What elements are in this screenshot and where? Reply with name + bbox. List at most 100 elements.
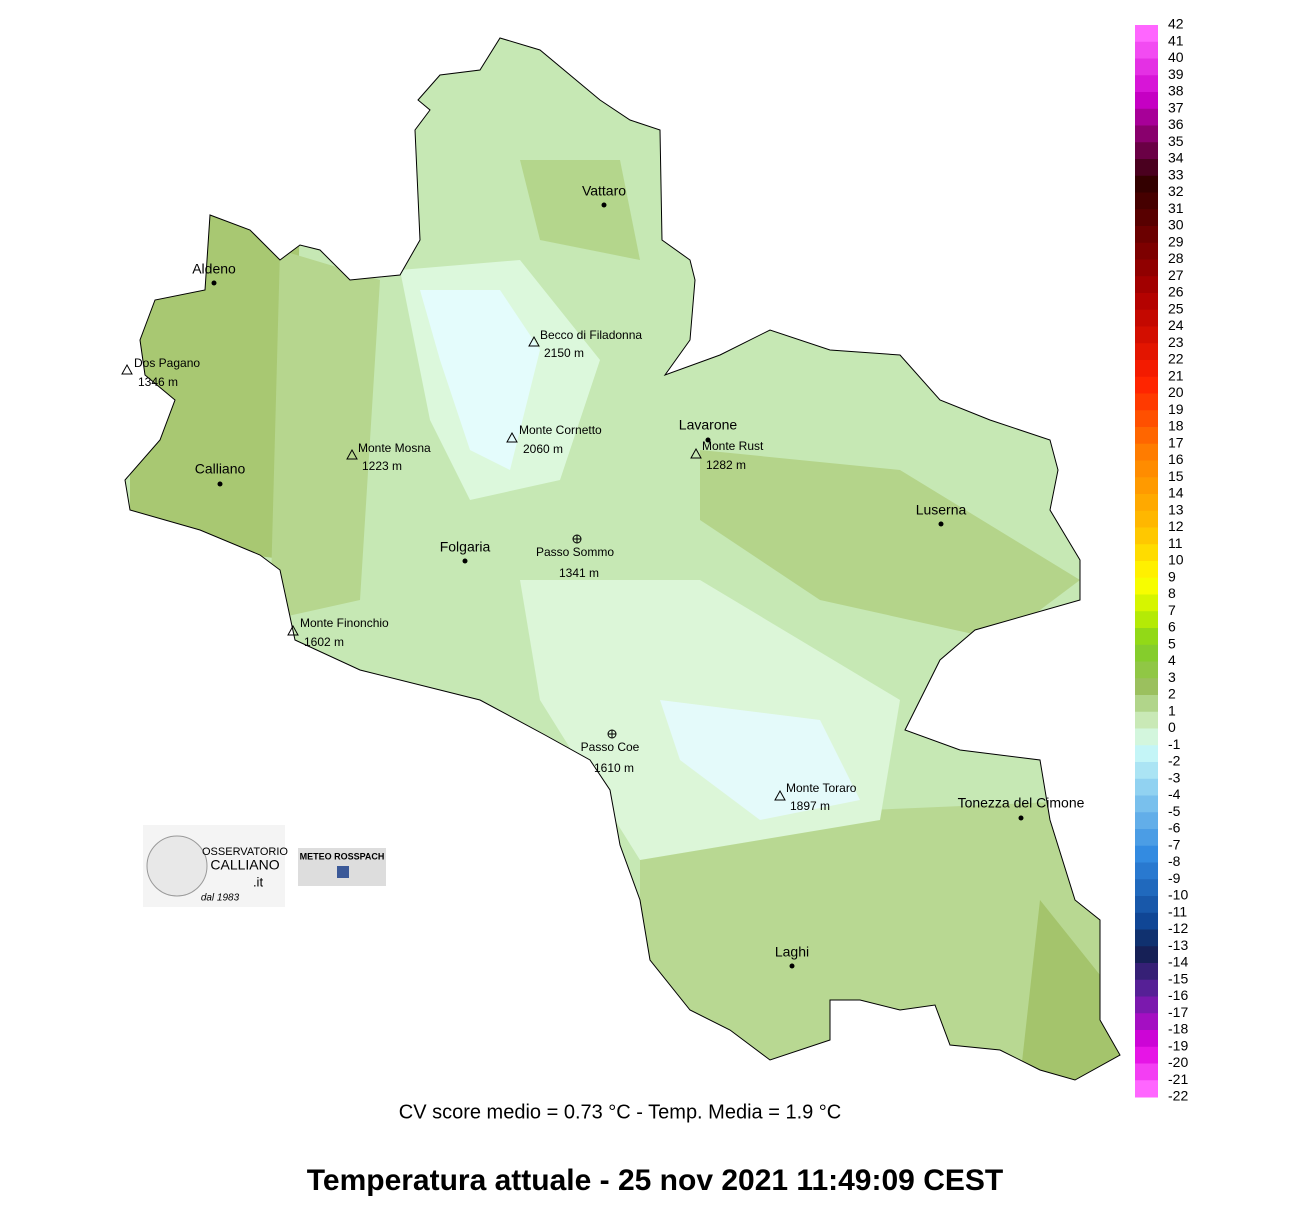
peak-marker	[528, 335, 540, 347]
colorbar-tick-label: 22	[1168, 351, 1184, 367]
colorbar-tick-label: -21	[1168, 1071, 1188, 1087]
colorbar-cell	[1135, 644, 1158, 662]
colorbar-cell	[1135, 25, 1158, 43]
colorbar-tick-label: 29	[1168, 233, 1184, 249]
peak-marker	[774, 789, 786, 801]
colorbar-tick-label: 28	[1168, 250, 1184, 266]
colorbar-tick-label: -22	[1168, 1088, 1188, 1104]
colorbar-cell	[1135, 494, 1158, 512]
peak-marker	[690, 447, 702, 459]
colorbar-tick-label: -8	[1168, 853, 1181, 869]
colorbar-tick-label: 10	[1168, 552, 1184, 568]
colorbar-cell	[1135, 795, 1158, 813]
colorbar-cell	[1135, 226, 1158, 244]
town-dot	[1018, 815, 1024, 821]
colorbar-tick-label: 15	[1168, 468, 1184, 484]
colorbar-tick-label: -16	[1168, 987, 1188, 1003]
peak-elevation: 1223 m	[362, 459, 402, 473]
colorbar-cell	[1135, 1080, 1158, 1098]
colorbar-cell	[1135, 393, 1158, 411]
stats: CV score medio = 0.73 °C - Temp. Media =…	[399, 1101, 842, 1123]
peak-name: Dos Pagano	[134, 356, 200, 370]
colorbar-tick-label: 8	[1168, 585, 1176, 601]
colorbar-tick-label: 35	[1168, 133, 1184, 149]
colorbar-cell	[1135, 929, 1158, 947]
colorbar-cell	[1135, 594, 1158, 612]
peak-marker	[346, 448, 358, 460]
colorbar-cell	[1135, 778, 1158, 796]
colorbar-cell	[1135, 92, 1158, 110]
colorbar-cell	[1135, 879, 1158, 897]
colorbar-cell	[1135, 745, 1158, 763]
colorbar-tick-label: 17	[1168, 434, 1184, 450]
colorbar-cell	[1135, 242, 1158, 260]
colorbar-tick-label: 33	[1168, 166, 1184, 182]
colorbar-tick-label: 32	[1168, 183, 1184, 199]
colorbar-cell	[1135, 427, 1158, 445]
colorbar: 4241403938373635343332313029282726252423…	[1135, 16, 1188, 1104]
logo-text: CALLIANO	[210, 857, 279, 873]
colorbar-cell	[1135, 762, 1158, 780]
town-dot	[217, 481, 223, 487]
colorbar-tick-label: 16	[1168, 451, 1184, 467]
pass-name: Passo Coe	[581, 740, 640, 754]
colorbar-cell	[1135, 209, 1158, 227]
colorbar-cell	[1135, 58, 1158, 76]
pass: Passo Sommo 1341 m	[536, 534, 614, 580]
colorbar-tick-label: 21	[1168, 367, 1184, 383]
town-dot	[462, 558, 468, 564]
peak-name: Monte Rust	[702, 439, 764, 453]
town-label: Folgaria	[440, 539, 491, 555]
colorbar-cell	[1135, 108, 1158, 126]
town-dot	[789, 963, 795, 969]
logo-text: OSSERVATORIO	[202, 846, 288, 858]
colorbar-tick-label: 4	[1168, 652, 1176, 668]
colorbar-cell	[1135, 661, 1158, 679]
town-label: Vattaro	[582, 183, 626, 199]
peak-elevation: 1897 m	[790, 799, 830, 813]
colorbar-cell	[1135, 912, 1158, 930]
colorbar-cell	[1135, 678, 1158, 696]
logo-facebook: METEO ROSSPACH	[298, 848, 386, 886]
town-dot	[705, 437, 711, 443]
colorbar-tick-label: -2	[1168, 753, 1181, 769]
colorbar-tick-label: 31	[1168, 200, 1184, 216]
colorbar-tick-label: 3	[1168, 669, 1176, 685]
colorbar-tick-label: 0	[1168, 719, 1176, 735]
colorbar-cell	[1135, 1046, 1158, 1064]
colorbar-cell	[1135, 996, 1158, 1014]
colorbar-tick-label: 7	[1168, 602, 1176, 618]
peak-name: Monte Toraro	[786, 781, 857, 795]
colorbar-tick-label: -17	[1168, 1004, 1188, 1020]
colorbar-tick-label: 20	[1168, 384, 1184, 400]
colorbar-cell	[1135, 728, 1158, 746]
colorbar-cell	[1135, 293, 1158, 311]
colorbar-cell	[1135, 460, 1158, 478]
colorbar-tick-label: -19	[1168, 1037, 1188, 1053]
colorbar-tick-label: -14	[1168, 954, 1188, 970]
pass-elevation: 1341 m	[559, 566, 599, 580]
colorbar-cell	[1135, 577, 1158, 595]
peaks: Becco di Filadonna 2150 m Dos Pagano 1346 m…	[121, 328, 857, 813]
colorbar-tick-label: 13	[1168, 501, 1184, 517]
colorbar-tick-label: 36	[1168, 116, 1184, 132]
colorbar-tick-label: 41	[1168, 32, 1184, 48]
colorbar-cell	[1135, 443, 1158, 461]
colorbar-cell	[1135, 946, 1158, 964]
colorbar-tick-label: 25	[1168, 300, 1184, 316]
peak-marker	[121, 363, 133, 375]
colorbar-tick-label: -18	[1168, 1021, 1188, 1037]
colorbar-cell	[1135, 561, 1158, 579]
colorbar-tick-label: 38	[1168, 83, 1184, 99]
colorbar-tick-label: 1	[1168, 702, 1176, 718]
colorbar-cell	[1135, 125, 1158, 143]
colorbar-cell	[1135, 410, 1158, 428]
colorbar-tick-label: 24	[1168, 317, 1184, 333]
colorbar-cell	[1135, 1013, 1158, 1031]
colorbar-cell	[1135, 259, 1158, 277]
colorbar-tick-label: 19	[1168, 401, 1184, 417]
colorbar-tick-label: -7	[1168, 836, 1181, 852]
colorbar-cell	[1135, 1030, 1158, 1048]
logo-text: METEO ROSSPACH	[300, 851, 385, 861]
